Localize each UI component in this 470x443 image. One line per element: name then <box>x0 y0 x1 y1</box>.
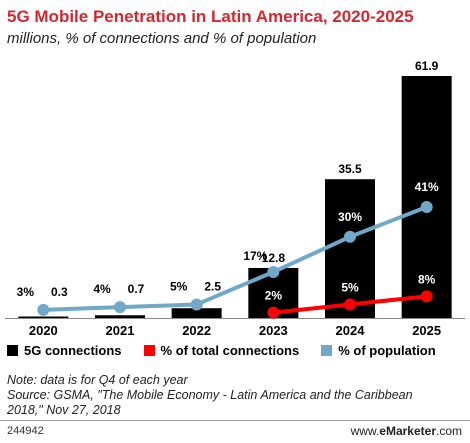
bar-5g-connections-2021 <box>95 315 145 318</box>
source-line-cont: 2018," Nov 27, 2018 <box>7 403 121 417</box>
brand-link[interactable]: www.eMarketer.com <box>351 424 462 438</box>
bar-5g-connections-2022 <box>171 308 222 318</box>
brand-prefix: www. <box>350 424 380 438</box>
legend-item-5g-connections: 5G connections <box>7 343 122 358</box>
point-population-2024 <box>344 230 356 243</box>
population-label-2020: 3% <box>17 285 35 299</box>
legend-item-total-connections: % of total connections <box>143 343 300 358</box>
x-tick-2022: 2022 <box>182 323 211 338</box>
legend-label-population: % of population <box>338 343 436 358</box>
chart-title: 5G Mobile Penetration in Latin America, … <box>7 7 414 26</box>
point-population-2020 <box>37 303 50 316</box>
brand-name: eMarketer <box>379 424 436 438</box>
bar-5g-connections-2024 <box>325 179 375 318</box>
point-total-connections-2023 <box>267 306 280 319</box>
bar-label-2024: 35.5 <box>338 162 362 176</box>
x-tick-2020: 2020 <box>29 323 58 338</box>
note-line: Note: data is for Q4 of each year <box>7 373 188 387</box>
point-total-connections-2024 <box>344 298 356 311</box>
population-label-2024: 30% <box>338 210 362 224</box>
bar-label-2022: 2.5 <box>204 279 221 293</box>
source-line: Source: GSMA, "The Mobile Economy - Lati… <box>7 388 413 402</box>
bar-label-2020: 0.3 <box>51 285 68 299</box>
point-population-2025 <box>420 201 433 213</box>
x-tick-2025: 2025 <box>412 323 441 338</box>
connections-label-2024: 5% <box>341 280 359 294</box>
connections-label-2023: 2% <box>265 289 283 303</box>
population-label-2022: 5% <box>170 279 188 293</box>
connections-label-2025: 8% <box>418 272 436 286</box>
point-population-2023 <box>267 265 280 278</box>
legend-label-5g-connections: 5G connections <box>24 343 122 358</box>
x-tick-2021: 2021 <box>106 323 135 338</box>
chart-area: 0.3 0.7 2.5 12.8 35.5 61.9 3% 4% 5% 17% 30% 41% 2% 5%… <box>5 59 465 338</box>
population-label-2021: 4% <box>93 282 111 296</box>
footer-divider <box>0 420 470 421</box>
bar-5g-connections-2025 <box>401 76 452 318</box>
point-population-2022 <box>190 298 203 311</box>
x-tick-2023: 2023 <box>259 323 288 338</box>
legend-swatch-population <box>321 345 333 356</box>
point-total-connections-2025 <box>420 290 433 303</box>
bar-label-2021: 0.7 <box>128 282 145 296</box>
legend-swatch-5g-connections <box>7 345 18 356</box>
legend-swatch-total-connections <box>143 345 155 356</box>
bar-label-2025: 61.9 <box>415 59 439 73</box>
population-label-2023: 17% <box>243 249 267 263</box>
chart-notes: Note: data is for Q4 of each year Source… <box>7 373 413 418</box>
legend-item-population: % of population <box>321 343 436 358</box>
bar-label-2023: 12.8 <box>262 251 286 265</box>
legend: 5G connections % of total connections % … <box>7 343 436 358</box>
point-population-2021 <box>114 301 126 314</box>
chart-subtitle: millions, % of connections and % of popu… <box>7 30 317 47</box>
bar-5g-connections-2020 <box>18 316 69 318</box>
line-population <box>41 205 429 312</box>
legend-label-total-connections: % of total connections <box>160 343 300 358</box>
chart-id: 244942 <box>7 425 44 437</box>
x-tick-2024: 2024 <box>336 323 366 338</box>
brand-suffix: .com <box>435 424 462 438</box>
population-label-2025: 41% <box>415 180 439 194</box>
